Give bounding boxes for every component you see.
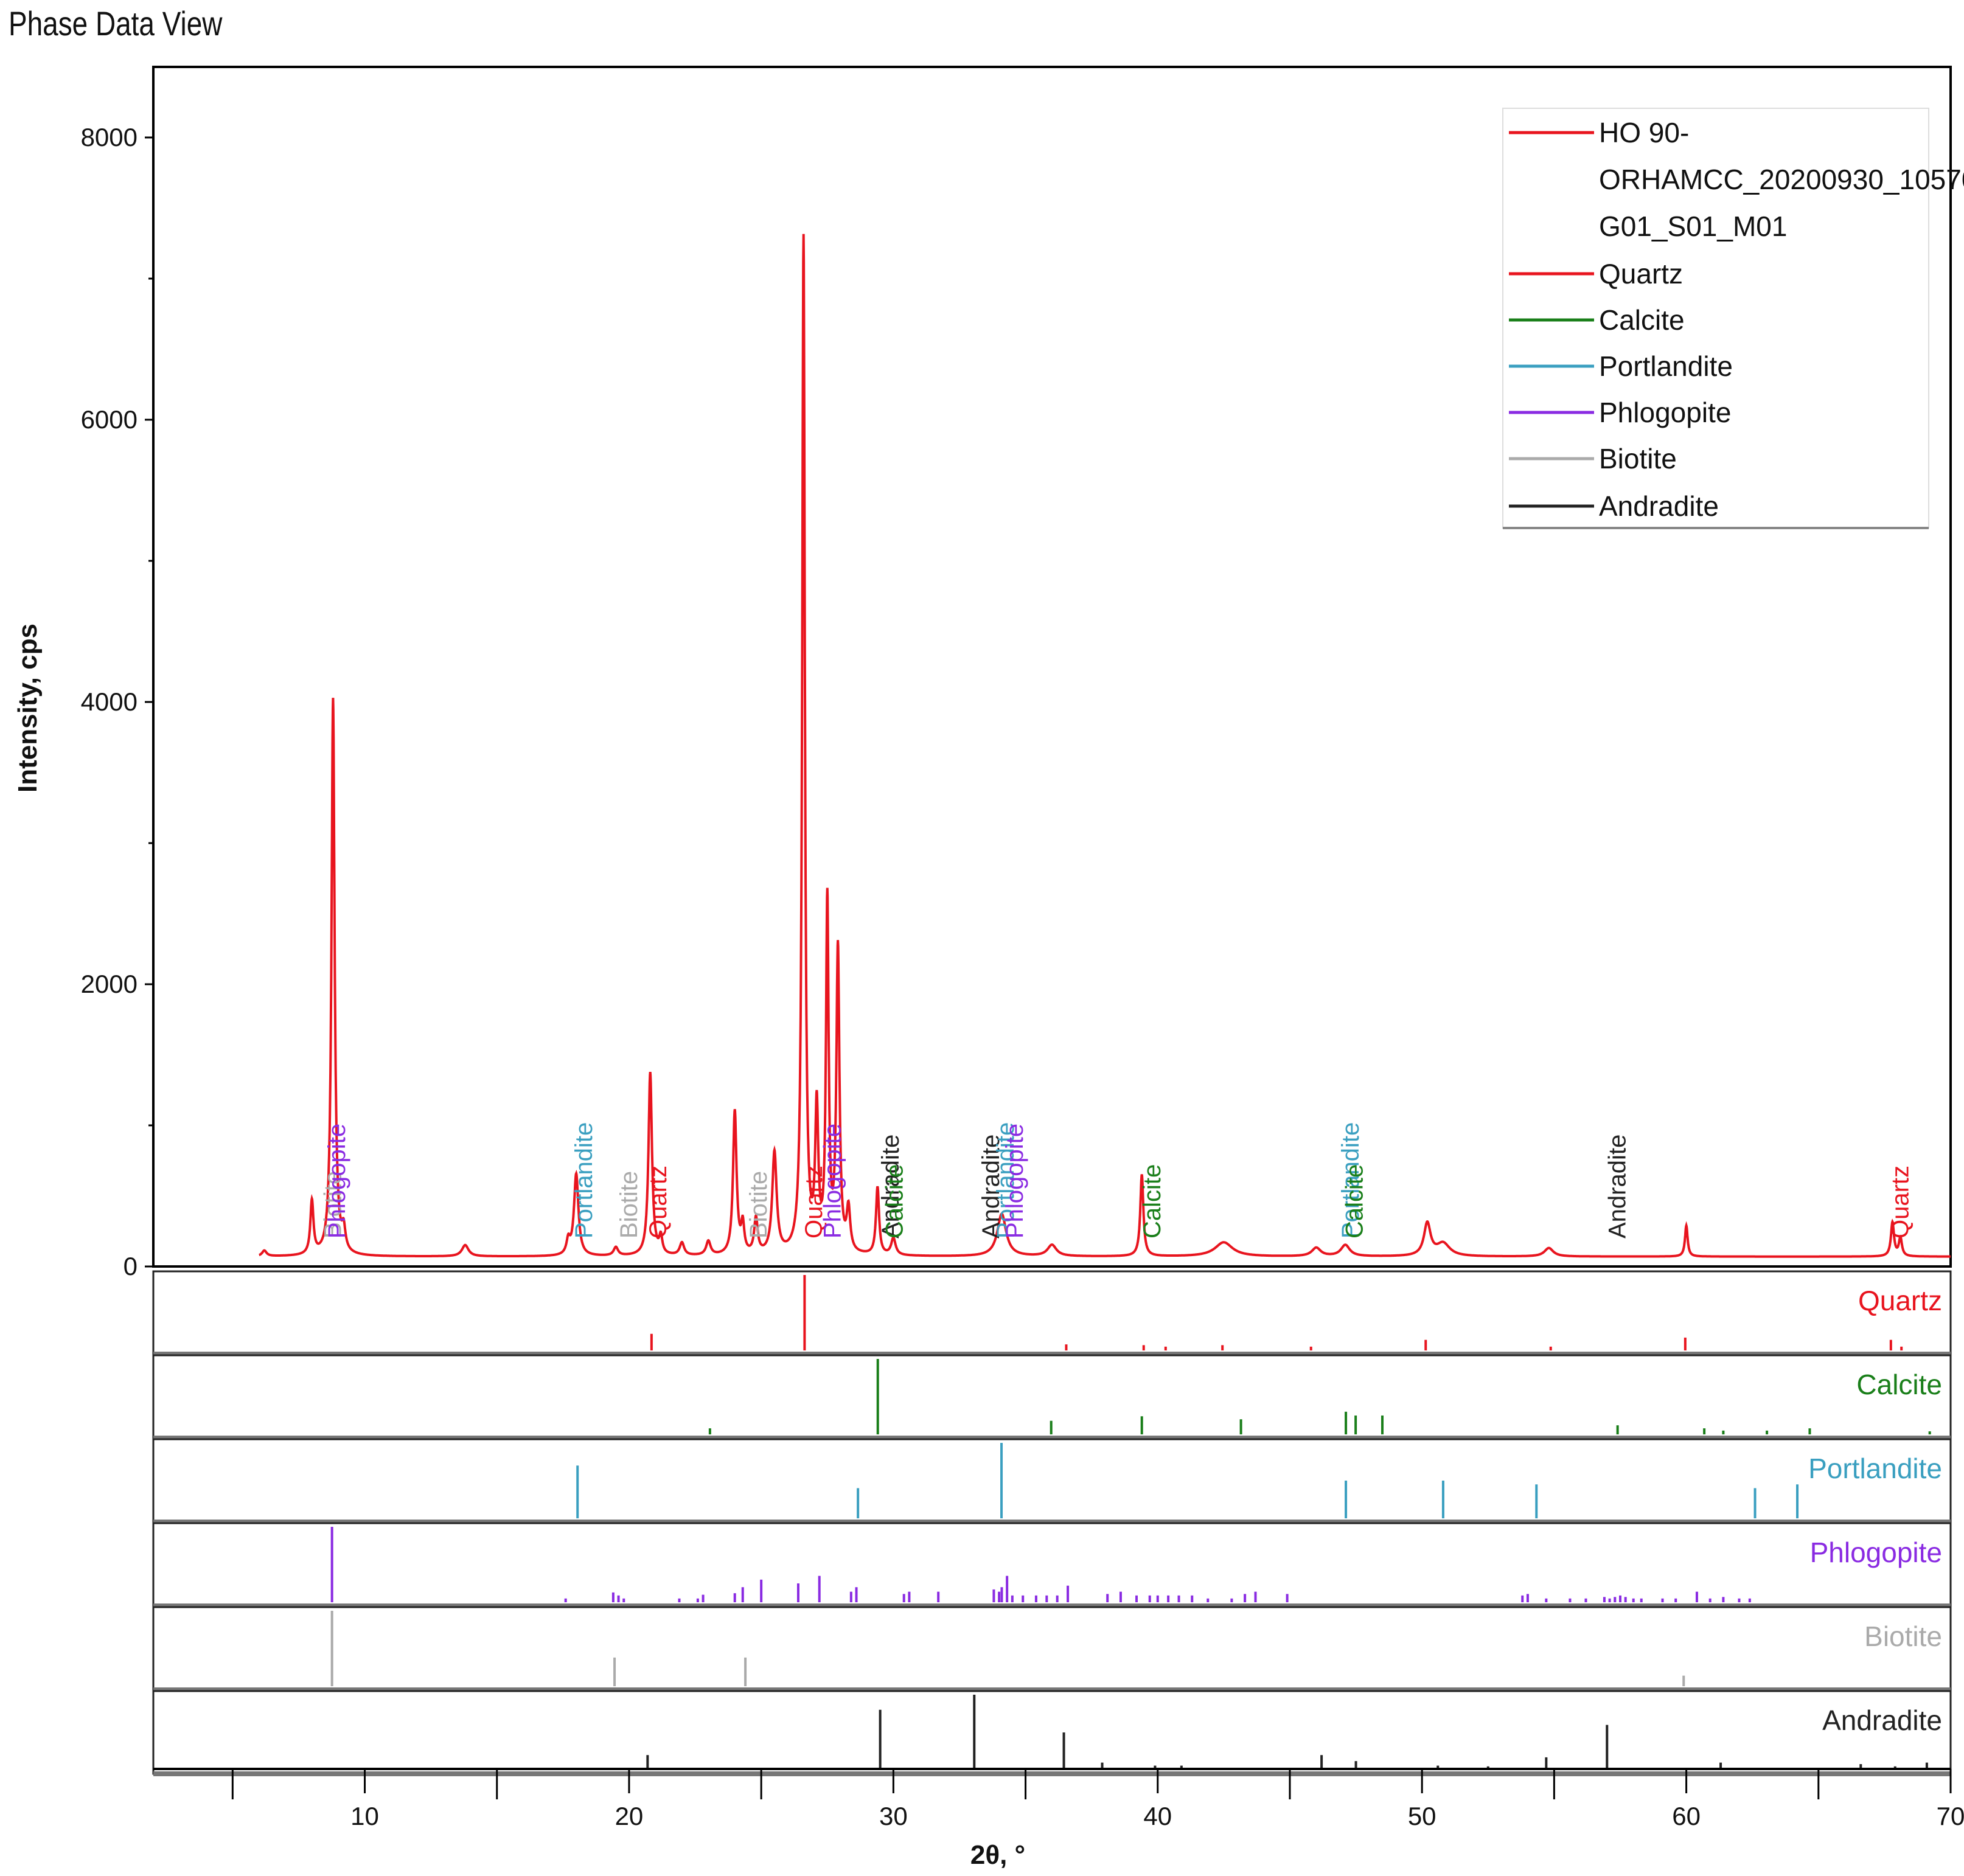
legend-label[interactable]: Calcite	[1599, 304, 1685, 336]
panel-biotite: Biotite	[152, 1606, 1952, 1692]
window-title: Phase Data View	[9, 4, 223, 43]
panel-label: Calcite	[1856, 1369, 1942, 1400]
peak-label: Calcite	[882, 1164, 908, 1239]
legend-label[interactable]: Quartz	[1599, 258, 1683, 290]
panel-quartz: Quartz	[152, 1270, 1952, 1357]
peak-label: Biotite	[616, 1171, 642, 1239]
peak-label: Quartz	[801, 1166, 827, 1239]
panel-frame	[152, 1522, 1952, 1607]
x-tick-label: 40	[1143, 1802, 1172, 1830]
legend-label[interactable]: ORHAMCC_20200930_105702_	[1599, 164, 1964, 195]
legend-label[interactable]: Biotite	[1599, 443, 1677, 474]
panel-andradite: Andradite	[152, 1690, 1952, 1776]
panel-label: Quartz	[1858, 1285, 1942, 1316]
y-tick-label: 4000	[81, 687, 138, 716]
x-tick-label: 70	[1937, 1802, 1964, 1830]
x-tick-label: 50	[1408, 1802, 1436, 1830]
reference-panels: Quartz Calcite Portlandite Phlogopite Biotit…	[152, 1270, 1952, 1776]
x-tick-label: 30	[879, 1802, 908, 1830]
panel-label: Andradite	[1822, 1704, 1942, 1736]
peak-label: Calcite	[1341, 1164, 1368, 1239]
peak-label: Phlogopite	[820, 1124, 846, 1239]
x-tick-label: 60	[1672, 1802, 1701, 1830]
panel-portlandite: Portlandite	[152, 1438, 1952, 1524]
peak-label: Quartz	[1887, 1166, 1914, 1239]
peak-label: Portlandite	[1337, 1122, 1364, 1239]
peak-label: Andradite	[1604, 1134, 1631, 1239]
y-axis: 0 2000 4000 6000 8000	[81, 123, 153, 1280]
panel-phlogopite: Phlogopite	[152, 1522, 1952, 1608]
panel-label: Phlogopite	[1810, 1537, 1942, 1568]
peak-label: Calcite	[1139, 1164, 1166, 1239]
legend-label[interactable]: HO 90-	[1599, 117, 1689, 148]
pattern-layer	[259, 234, 1951, 1258]
main-plot-frame	[152, 66, 1952, 1268]
y-tick-label: 6000	[81, 405, 138, 434]
peak-label: Andradite	[877, 1134, 904, 1239]
legend-label[interactable]: Andradite	[1599, 490, 1719, 522]
panel-calcite: Calcite	[152, 1354, 1952, 1440]
legend-label[interactable]: Phlogopite	[1599, 397, 1731, 428]
y-tick-label: 2000	[81, 970, 138, 998]
panel-frame	[152, 1438, 1952, 1523]
pattern-line	[259, 234, 1951, 1258]
peak-label: Andradite	[978, 1134, 1005, 1239]
x-tick-label: 20	[615, 1802, 644, 1830]
legend[interactable]: HO 90- ORHAMCC_20200930_105702_ G01_S01_M0…	[1502, 108, 1964, 529]
peak-label: Portlandite	[571, 1122, 597, 1239]
panel-label: Portlandite	[1808, 1453, 1942, 1484]
y-tick-label: 0	[124, 1252, 138, 1280]
y-tick-label: 8000	[81, 123, 138, 151]
panel-label: Biotite	[1864, 1621, 1942, 1652]
peak-label: Biotite	[319, 1171, 346, 1239]
legend-label[interactable]: Portlandite	[1599, 350, 1733, 382]
legend-label[interactable]: G01_S01_M01	[1599, 210, 1787, 242]
x-axis-title: 2θ, °	[970, 1840, 1025, 1870]
y-axis-title: Intensity, cps	[13, 624, 43, 793]
peak-label: Phlogopite	[1001, 1124, 1028, 1239]
x-tick-label: 10	[350, 1802, 379, 1830]
peak-label: Portlandite	[992, 1122, 1019, 1239]
peak-label: Quartz	[645, 1166, 672, 1239]
x-axis: 10 20 30 40 50 60 70	[153, 1768, 1964, 1830]
panel-frame	[152, 1606, 1952, 1691]
panel-frame	[152, 1270, 1952, 1355]
peak-label: Phlogopite	[324, 1124, 350, 1239]
peak-label: Biotite	[745, 1171, 772, 1239]
panel-frame	[152, 1690, 1952, 1775]
